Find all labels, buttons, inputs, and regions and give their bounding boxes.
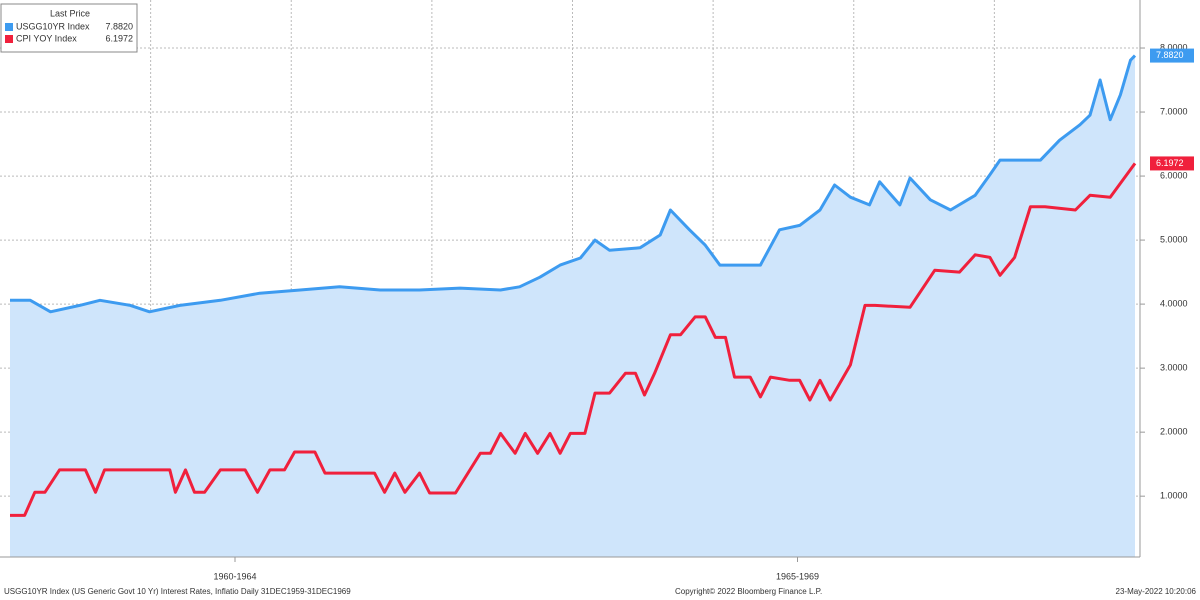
- line: [10, 162, 1137, 517]
- legend-value: 7.8820: [105, 21, 133, 31]
- marks: [10, 54, 1137, 557]
- legend-label: CPI YOY Index: [16, 33, 77, 43]
- axis: 1.0000 2.0000 3.0000 4.0000 5.0000 6.0000 7.00…: [213, 42, 1194, 581]
- legend-swatch: [5, 35, 13, 43]
- y-tick-label: 4.0000: [1160, 298, 1188, 308]
- y-tick-label: 5.0000: [1160, 234, 1188, 244]
- y-tick-label: 3.0000: [1160, 363, 1188, 373]
- footer-left: USGG10YR Index (US Generic Govt 10 Yr) I…: [4, 587, 351, 596]
- legend-label: USGG10YR Index: [16, 21, 90, 31]
- footer-center: Copyright© 2022 Bloomberg Finance L.P.: [675, 587, 822, 596]
- y-tick-label: 6.0000: [1160, 170, 1188, 180]
- value-flag: [1150, 156, 1194, 171]
- legend-swatch: [5, 23, 13, 31]
- y-tick-label: 7.0000: [1160, 106, 1188, 116]
- y-tick-label: 8.0000: [1160, 42, 1188, 52]
- legend-box: [0, 3, 138, 53]
- area: [10, 55, 1135, 557]
- legend-value: 6.1972: [105, 33, 133, 43]
- footer-right: 23-May-2022 10:20:06: [1116, 587, 1197, 596]
- x-tick-label: 1960-1964: [213, 571, 256, 581]
- x-tick-label: 1965-1969: [776, 571, 819, 581]
- line: [10, 54, 1137, 314]
- legend: Last Price USGG10YR Index 7.8820 CPI YOY I…: [0, 3, 138, 53]
- value-label: 6.1972: [1156, 158, 1184, 168]
- value-label: 7.8820: [1156, 50, 1184, 60]
- legend-title: Last Price: [50, 8, 90, 18]
- y-tick-label: 2.0000: [1160, 427, 1188, 437]
- y-tick-label: 1.0000: [1160, 491, 1188, 501]
- value-flag: [1150, 48, 1194, 63]
